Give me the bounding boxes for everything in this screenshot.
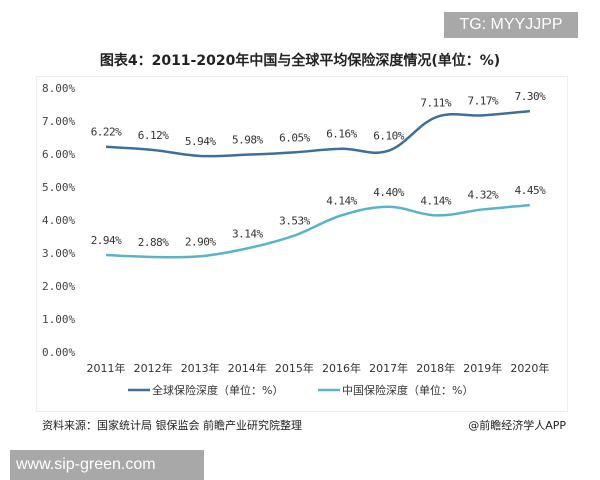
data-label: 4.40% bbox=[373, 186, 404, 199]
data-label: 4.45% bbox=[515, 184, 546, 197]
data-label: 6.10% bbox=[373, 130, 404, 143]
data-label: 6.16% bbox=[326, 128, 357, 141]
y-tick-label: 7.00% bbox=[42, 115, 75, 128]
x-tick-label: 2018年 bbox=[416, 361, 455, 375]
data-label: 3.53% bbox=[279, 215, 310, 228]
data-label: 3.14% bbox=[232, 227, 263, 240]
y-tick-label: 0.00% bbox=[42, 346, 75, 359]
chart-title: 图表4：2011-2020年中国与全球平均保险深度情况(单位：%) bbox=[99, 53, 501, 69]
legend-label: 中国保险深度（单位：%） bbox=[342, 383, 473, 397]
data-label: 7.17% bbox=[467, 94, 498, 107]
y-tick-label: 5.00% bbox=[42, 181, 75, 194]
watermark-bottom: www.sip-green.com bbox=[10, 450, 204, 480]
data-label: 4.14% bbox=[420, 194, 451, 207]
y-tick-label: 1.00% bbox=[42, 313, 75, 326]
x-tick-label: 2014年 bbox=[228, 361, 267, 375]
source-note: 资料来源：国家统计局 银保监会 前瞻产业研究院整理 bbox=[42, 419, 302, 432]
data-label: 6.12% bbox=[138, 129, 169, 142]
x-tick-label: 2019年 bbox=[463, 361, 502, 375]
data-label: 2.90% bbox=[185, 235, 216, 248]
data-label: 6.22% bbox=[91, 126, 122, 139]
y-tick-label: 3.00% bbox=[42, 247, 75, 260]
data-label: 4.32% bbox=[467, 188, 498, 201]
data-label: 5.98% bbox=[232, 134, 263, 147]
y-tick-label: 2.00% bbox=[42, 280, 75, 293]
data-label: 2.94% bbox=[91, 234, 122, 247]
series-line-global bbox=[105, 109, 531, 158]
credit: @前瞻经济学人APP bbox=[468, 419, 566, 432]
data-label: 4.14% bbox=[326, 194, 357, 207]
data-label: 7.11% bbox=[420, 96, 451, 109]
watermark-top: TG: MYYJJPP bbox=[444, 12, 578, 38]
x-tick-label: 2017年 bbox=[369, 361, 408, 375]
x-tick-label: 2012年 bbox=[134, 361, 173, 375]
data-label: 5.94% bbox=[185, 135, 216, 148]
legend-label: 全球保险深度（单位：%） bbox=[152, 383, 283, 397]
chart-frame bbox=[36, 76, 568, 412]
data-label: 6.05% bbox=[279, 131, 310, 144]
y-tick-label: 6.00% bbox=[42, 148, 75, 161]
x-tick-label: 2015年 bbox=[275, 361, 314, 375]
x-tick-label: 2011年 bbox=[87, 361, 126, 375]
x-tick-label: 2013年 bbox=[181, 361, 220, 375]
series-line-china bbox=[105, 203, 531, 259]
y-tick-label: 4.00% bbox=[42, 214, 75, 227]
data-label: 7.30% bbox=[515, 90, 546, 103]
data-label: 2.88% bbox=[138, 236, 169, 249]
x-tick-label: 2016年 bbox=[322, 361, 361, 375]
y-tick-label: 8.00% bbox=[42, 82, 75, 95]
x-tick-label: 2020年 bbox=[510, 361, 549, 375]
